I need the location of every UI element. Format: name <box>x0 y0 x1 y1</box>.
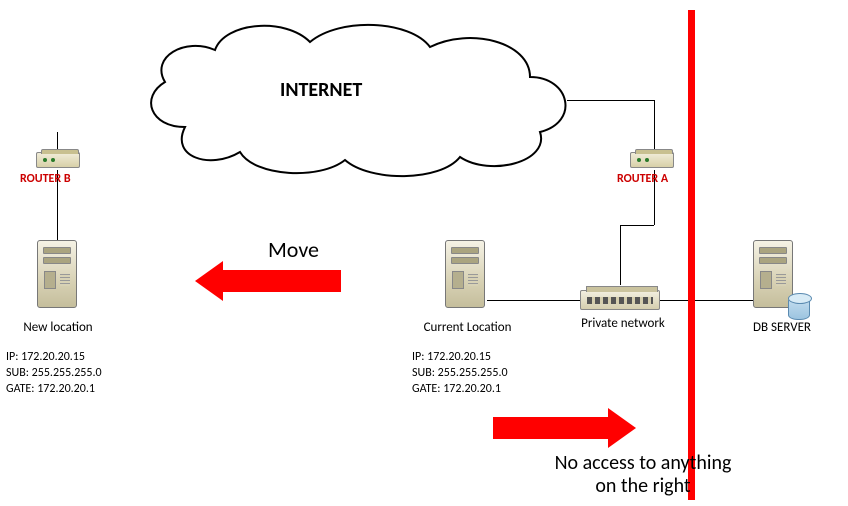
no-access-text: No access to anything on the right <box>513 452 773 498</box>
new-location-ipblock: IP: 172.20.20.15 SUB: 255.255.255.0 GATE… <box>6 349 102 398</box>
db-server-label: DB SERVER <box>742 320 822 335</box>
switch-icon <box>580 290 660 310</box>
internet-label: INTERNET <box>280 78 362 102</box>
current-location-label: Current Location <box>415 320 520 335</box>
router-b-label: ROUTER B <box>20 172 71 186</box>
database-icon <box>788 296 810 320</box>
move-label: Move <box>268 236 319 263</box>
no-access-line1: No access to anything <box>513 452 773 475</box>
server-current-location-icon <box>445 240 485 308</box>
router-a-label: ROUTER A <box>617 172 668 186</box>
no-access-line2: on the right <box>513 475 773 498</box>
current-location-ipblock: IP: 172.20.20.15 SUB: 255.255.255.0 GATE… <box>412 349 508 398</box>
new-location-ip: IP: 172.20.20.15 <box>6 349 102 365</box>
server-db-icon <box>753 240 793 308</box>
edge-routera-switch-h <box>620 225 654 226</box>
current-location-ip: IP: 172.20.20.15 <box>412 349 508 365</box>
private-network-label: Private network <box>573 316 673 331</box>
barrier-line <box>688 10 695 500</box>
router-b-icon <box>36 152 80 168</box>
current-location-gate: GATE: 172.20.20.1 <box>412 381 508 397</box>
edge-routera-switch-v2 <box>620 225 621 285</box>
router-a-icon <box>630 152 674 168</box>
new-location-sub: SUB: 255.255.255.0 <box>6 365 102 381</box>
edge-switch-db <box>660 300 753 301</box>
server-new-location-icon <box>37 240 77 308</box>
edge-switch-current <box>487 300 580 301</box>
new-location-gate: GATE: 172.20.20.1 <box>6 381 102 397</box>
current-location-sub: SUB: 255.255.255.0 <box>412 365 508 381</box>
new-location-label: New location <box>18 320 98 335</box>
edge-cloud-routera-v <box>654 100 655 152</box>
